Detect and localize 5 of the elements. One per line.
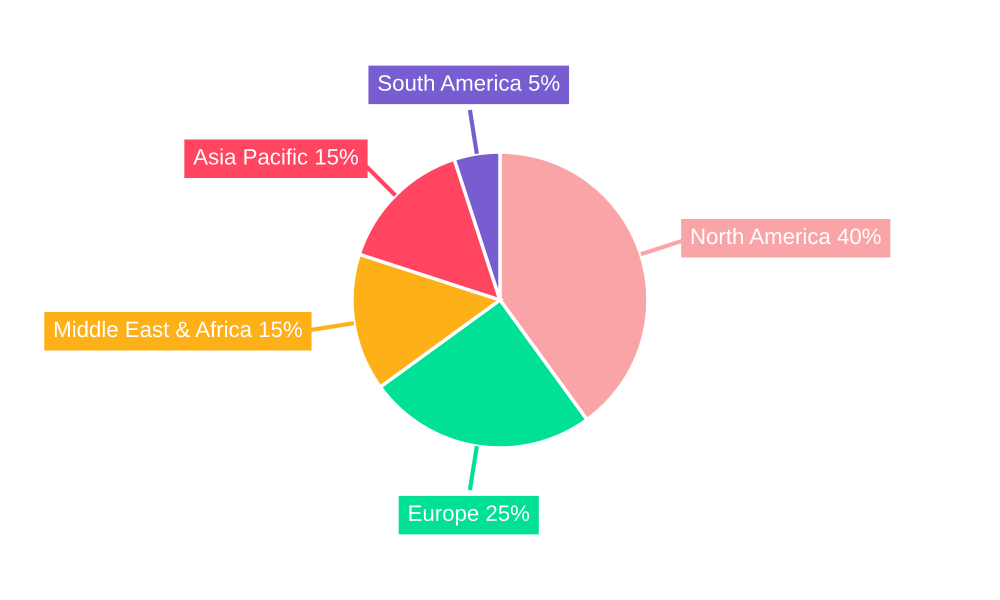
slice-label: Middle East & Africa 15% bbox=[54, 320, 302, 338]
slice-label: South America 5% bbox=[378, 74, 560, 91]
slice-label: Europe 25% bbox=[409, 505, 530, 526]
slice-label: Asia Pacific 15% bbox=[193, 148, 358, 165]
slice-label: North America 40% bbox=[692, 228, 881, 244]
